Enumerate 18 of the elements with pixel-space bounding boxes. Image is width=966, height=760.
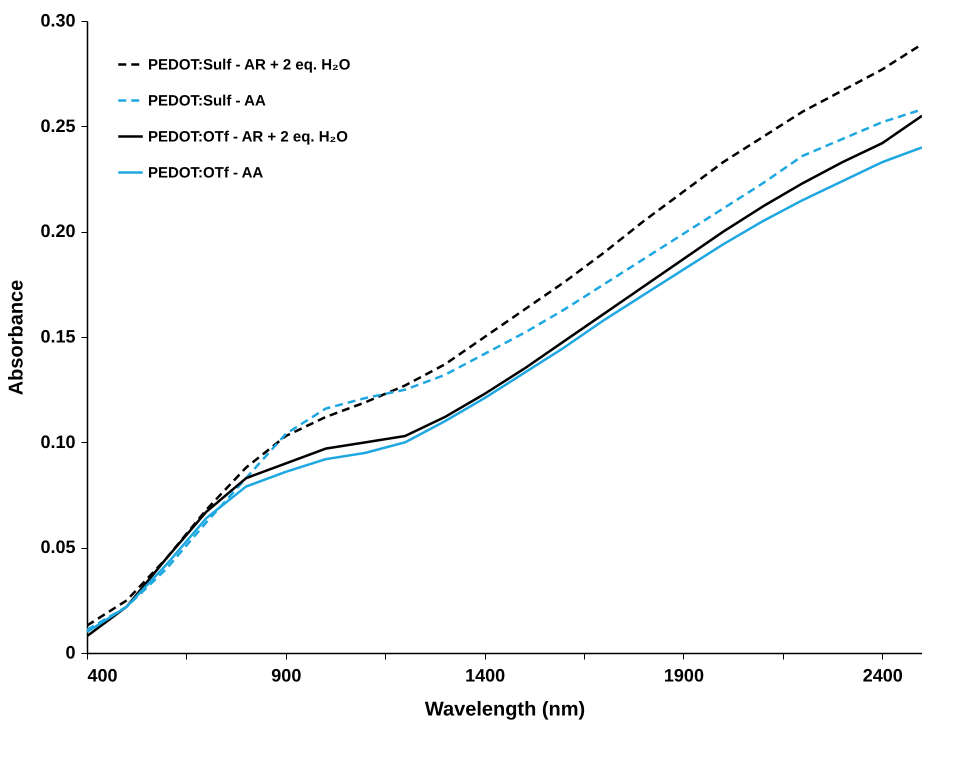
x-tick-label: 1400 [465,666,506,686]
legend-label: PEDOT:Sulf - AR + 2 eq. H₂O [148,56,351,74]
y-tick-label: 0.15 [40,326,76,346]
legend-label: PEDOT:OTf - AR + 2 eq. H₂O [148,128,348,146]
x-tick-label: 900 [271,666,302,686]
x-tick-label: 400 [88,666,118,686]
y-axis-title: Absorbance [5,280,28,396]
x-tick-label: 2400 [862,666,903,686]
y-tick-label: 0.10 [40,432,76,452]
y-tick-label: 0.30 [40,10,76,30]
legend-label: PEDOT:OTf - AA [148,164,264,182]
y-tick-label: 0.05 [40,537,76,558]
legend-label: PEDOT:Sulf - AA [148,92,266,110]
x-tick-label: 1900 [664,666,704,686]
y-tick-label: 0 [65,642,76,662]
x-axis-title: Wavelength (nm) [424,698,586,720]
y-tick-label: 0.20 [40,221,76,242]
y-tick-label: 0.25 [40,116,76,136]
